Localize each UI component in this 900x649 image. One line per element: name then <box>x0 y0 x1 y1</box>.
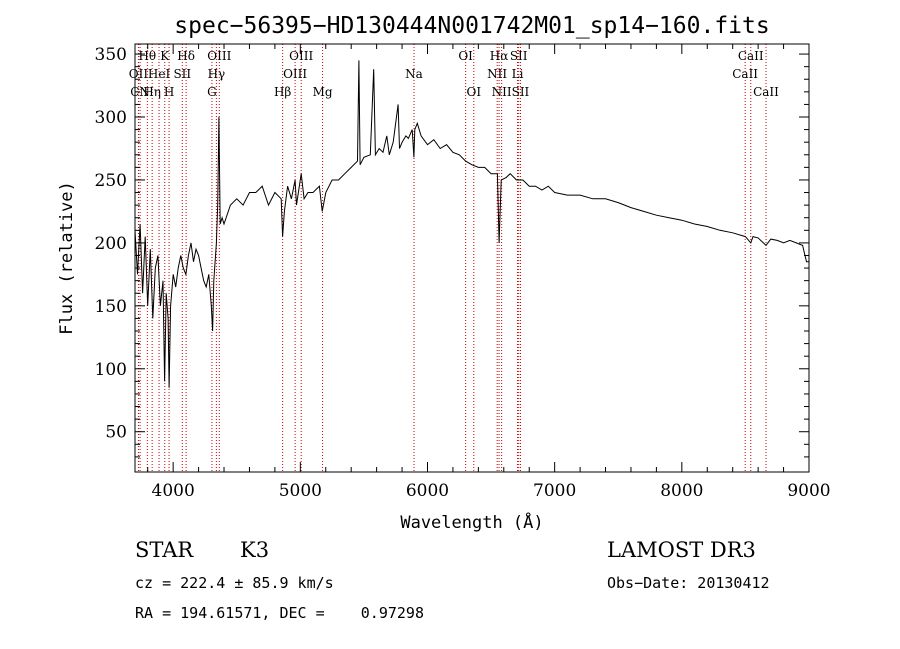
line-label: OIII <box>283 67 307 81</box>
y-tick-label: 50 <box>105 423 127 443</box>
line-label: SII <box>512 85 530 99</box>
x-axis-ticks: 4000 5000 6000 7000 8000 9000 <box>147 44 831 501</box>
x-tick-label: 6000 <box>406 481 449 501</box>
line-label: Li <box>512 67 524 81</box>
line-label: SII <box>173 67 191 81</box>
line-label: OII <box>129 67 149 81</box>
x-tick-label: 7000 <box>533 481 576 501</box>
x-tick-label: 9000 <box>787 481 830 501</box>
object-class: STAR <box>135 538 194 562</box>
coordinates: RA = 194.61571, DEC = 0.97298 <box>135 604 424 622</box>
x-axis-label: Wavelength (Å) <box>400 511 543 533</box>
line-label: Hβ <box>274 85 291 99</box>
y-axis-label: Flux (relative) <box>57 181 77 335</box>
redshift-velocity: cz = 222.4 ± 85.9 km/s <box>135 574 334 592</box>
line-label: Hα <box>490 49 509 63</box>
line-label: Hγ <box>208 67 226 81</box>
line-markers <box>137 44 767 472</box>
line-label: G <box>207 85 217 99</box>
y-tick-label: 250 <box>95 171 127 191</box>
line-label: CaII <box>738 49 764 63</box>
survey-name: LAMOST DR3 <box>607 538 756 562</box>
y-tick-label: 300 <box>95 108 127 128</box>
line-label: NII <box>487 67 507 81</box>
line-label: NII <box>492 85 512 99</box>
y-tick-label: 350 <box>95 45 127 65</box>
x-tick-label: 4000 <box>152 481 195 501</box>
line-label: Mg <box>313 85 333 99</box>
line-label: CaII <box>753 85 779 99</box>
plot-frame <box>134 43 810 473</box>
object-subclass: K3 <box>240 538 270 562</box>
line-label: Na <box>405 67 423 81</box>
y-tick-label: 150 <box>95 297 127 317</box>
line-label: HeI <box>148 67 171 81</box>
line-label: Hη <box>143 85 161 99</box>
line-label: Hθ <box>138 49 156 63</box>
line-label: K <box>160 49 170 63</box>
x-tick-label: 8000 <box>660 481 703 501</box>
observation-date: Obs−Date: 20130412 <box>607 574 770 592</box>
line-label: OIII <box>289 49 313 63</box>
y-tick-label: 100 <box>95 360 127 380</box>
y-tick-label: 200 <box>95 234 127 254</box>
spectrum-line <box>134 60 809 388</box>
line-label: OI <box>466 85 481 99</box>
line-label: OIII <box>207 49 231 63</box>
line-label: OI <box>458 49 473 63</box>
chart-title: spec−56395−HD130444N001742M01_sp14−160.f… <box>174 13 769 39</box>
line-label: Hδ <box>177 49 195 63</box>
line-label: SII <box>510 49 528 63</box>
x-tick-label: 5000 <box>279 481 322 501</box>
line-label: H <box>164 85 174 99</box>
y-axis-ticks: 50 100 150 200 250 300 350 <box>95 45 809 458</box>
line-label: CaII <box>732 67 758 81</box>
